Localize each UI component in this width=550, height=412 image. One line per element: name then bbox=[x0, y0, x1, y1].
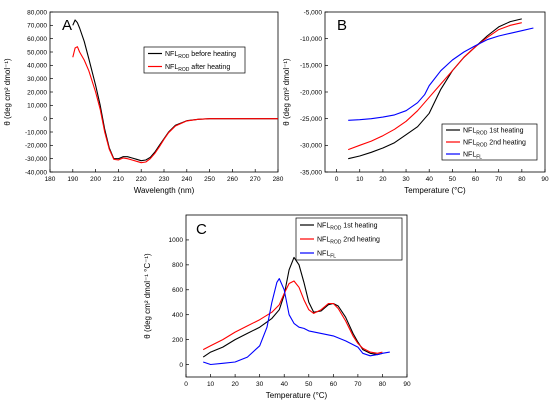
y-tick-label: 400 bbox=[172, 312, 183, 319]
series-line-rod-0 bbox=[202, 256, 383, 358]
y-tick-label: -15,000 bbox=[300, 63, 322, 70]
x-axis-title: Temperature (°C) bbox=[404, 186, 466, 195]
y-tick-label: -25,000 bbox=[300, 116, 322, 123]
plot-frame bbox=[49, 11, 279, 173]
x-tick-label: 280 bbox=[273, 176, 284, 183]
x-tick-label: 200 bbox=[90, 176, 101, 183]
x-tick-label: 240 bbox=[181, 176, 192, 183]
x-tick-label: 50 bbox=[449, 176, 457, 183]
legend-label: NFLROD before heating bbox=[165, 51, 236, 60]
y-tick-label: -30,000 bbox=[25, 156, 47, 163]
x-tick-label: 180 bbox=[45, 176, 56, 183]
y-tick-label: 1000 bbox=[169, 237, 184, 244]
y-axis-title: θ (deg cm² dmol⁻¹) bbox=[3, 58, 12, 126]
series-line-rod-1 bbox=[348, 22, 522, 151]
y-tick-label: -35,000 bbox=[300, 169, 322, 176]
x-tick-label: 220 bbox=[136, 176, 147, 183]
chart-panel-b: B 0 10 20 30 40 50 60 70 80 90 -35,000 -30,000 -25,00… bbox=[282, 9, 549, 195]
y-tick-label: 200 bbox=[172, 337, 183, 344]
y-axis-title: θ (deg cm² dmol⁻¹) bbox=[282, 58, 291, 126]
y-tick-label: -20,000 bbox=[300, 89, 322, 96]
y-tick-label: -20,000 bbox=[25, 143, 47, 150]
panel-letter: A bbox=[62, 17, 72, 34]
y-tick-label: 50,000 bbox=[27, 49, 47, 56]
chart-panel-a: A 180 190 200 210 220 230 240 250 260 270 280 -40,00… bbox=[3, 9, 284, 195]
legend-label: NFLROD 1st heating bbox=[463, 127, 524, 136]
y-tick-label: -40,000 bbox=[25, 169, 47, 176]
x-tick-label: 70 bbox=[495, 176, 503, 183]
x-tick-label: 270 bbox=[250, 176, 261, 183]
legend-label: NFLFL bbox=[317, 250, 336, 259]
panel-letter: C bbox=[196, 221, 207, 238]
panel-letter: B bbox=[337, 17, 347, 34]
y-tick-label: 0 bbox=[43, 116, 47, 123]
x-tick-label: 30 bbox=[402, 176, 410, 183]
x-tick-label: 40 bbox=[426, 176, 434, 183]
x-tick-label: 210 bbox=[113, 176, 124, 183]
x-tick-label: 10 bbox=[207, 381, 215, 388]
x-tick-label: 190 bbox=[67, 176, 78, 183]
series-line-rod-0 bbox=[72, 19, 278, 162]
x-axis-title: Temperature (°C) bbox=[266, 391, 328, 400]
y-tick-label: 70,000 bbox=[27, 23, 47, 30]
x-tick-label: 30 bbox=[256, 381, 264, 388]
y-tick-label: 60,000 bbox=[27, 36, 47, 43]
x-tick-label: 60 bbox=[472, 176, 480, 183]
x-tick-label: 20 bbox=[379, 176, 387, 183]
x-tick-label: 40 bbox=[281, 381, 289, 388]
y-tick-label: 600 bbox=[172, 287, 183, 294]
y-tick-label: 30,000 bbox=[27, 76, 47, 83]
x-tick-label: 230 bbox=[159, 176, 170, 183]
y-tick-label: -5,000 bbox=[304, 9, 323, 16]
x-tick-label: 0 bbox=[335, 176, 339, 183]
x-tick-label: 90 bbox=[541, 176, 549, 183]
legend-label: NFLROD 2nd heating bbox=[317, 236, 380, 245]
x-tick-label: 0 bbox=[184, 381, 188, 388]
legend-label: NFLROD 1st heating bbox=[317, 222, 378, 231]
legend-label: NFLROD 2nd heating bbox=[463, 139, 526, 148]
series-line-fl-2 bbox=[203, 278, 390, 366]
series-line-rod-1 bbox=[72, 46, 278, 164]
y-tick-label: 20,000 bbox=[27, 89, 47, 96]
y-axis-title: θ (deg cm² dmol⁻¹ °C⁻¹) bbox=[143, 253, 152, 339]
x-tick-label: 10 bbox=[356, 176, 364, 183]
y-tick-label: 800 bbox=[172, 262, 183, 269]
chart-panel-c: C 0 10 20 30 40 50 60 70 80 90 0 200 400 600 800 1000 Tem… bbox=[143, 214, 411, 400]
x-axis-title: Wavelength (nm) bbox=[134, 186, 195, 195]
x-tick-label: 250 bbox=[204, 176, 215, 183]
y-tick-label: 10,000 bbox=[27, 103, 47, 110]
x-tick-label: 80 bbox=[518, 176, 526, 183]
x-tick-label: 90 bbox=[403, 381, 411, 388]
legend-box bbox=[143, 46, 246, 74]
x-tick-label: 60 bbox=[330, 381, 338, 388]
y-tick-label: 40,000 bbox=[27, 63, 47, 70]
y-tick-label: 80,000 bbox=[27, 9, 47, 16]
y-tick-label: -10,000 bbox=[25, 129, 47, 136]
y-tick-label: -30,000 bbox=[300, 143, 322, 150]
y-tick-label: 0 bbox=[179, 362, 183, 369]
series-line-rod-0 bbox=[348, 18, 522, 160]
x-tick-label: 50 bbox=[305, 381, 313, 388]
series-line-rod-1 bbox=[202, 280, 383, 354]
series-line-fl-2 bbox=[348, 27, 534, 121]
legend-label: NFLFL bbox=[463, 151, 482, 160]
x-tick-label: 70 bbox=[354, 381, 362, 388]
x-tick-label: 20 bbox=[231, 381, 239, 388]
x-tick-label: 80 bbox=[379, 381, 387, 388]
y-tick-label: -10,000 bbox=[300, 36, 322, 43]
legend-label: NFLROD after heating bbox=[165, 64, 230, 73]
x-tick-label: 260 bbox=[227, 176, 238, 183]
plot-frame bbox=[185, 214, 408, 378]
